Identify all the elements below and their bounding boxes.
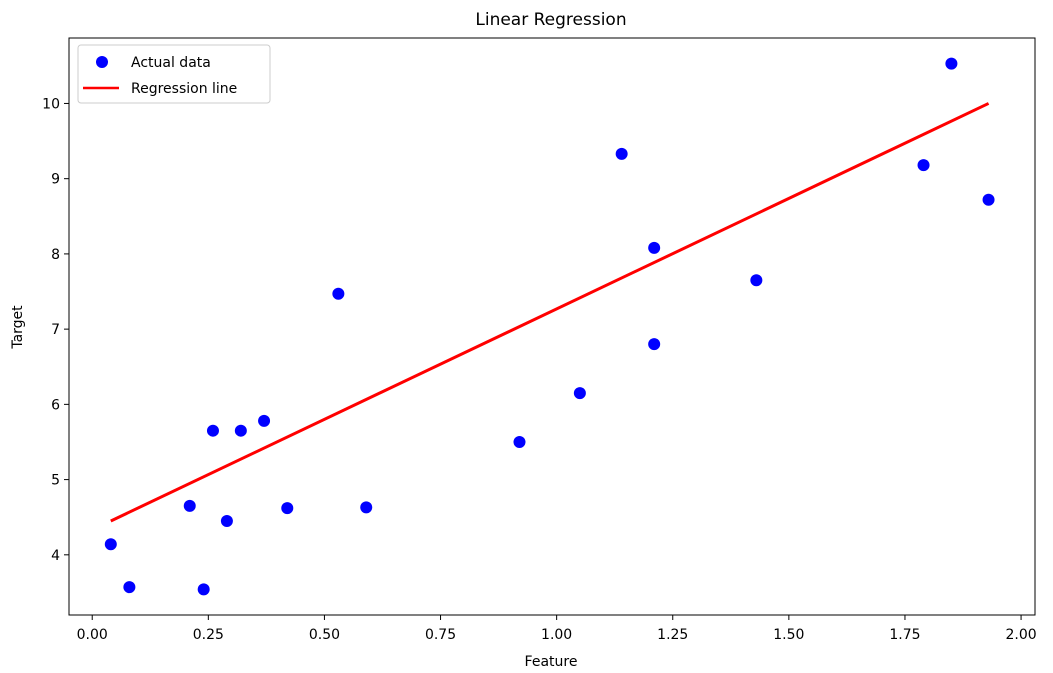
x-tick-label: 1.00 — [541, 627, 572, 643]
data-point — [648, 241, 661, 254]
x-tick-label: 1.50 — [773, 627, 804, 643]
data-point — [615, 147, 628, 160]
x-tick-label: 0.00 — [77, 627, 108, 643]
data-point — [750, 274, 763, 287]
data-point — [945, 57, 958, 70]
y-tick-label: 10 — [42, 96, 60, 112]
y-tick-label: 7 — [51, 322, 60, 338]
data-point — [513, 435, 526, 448]
x-tick-label: 0.75 — [425, 627, 456, 643]
data-point — [258, 414, 271, 427]
plot-content — [104, 57, 995, 596]
data-point — [917, 159, 930, 172]
legend-box — [77, 44, 271, 104]
data-point — [281, 502, 294, 515]
x-tick-label: 0.25 — [193, 627, 224, 643]
legend-marker-actual-data — [96, 56, 108, 68]
data-point — [220, 514, 233, 527]
regression-line — [110, 102, 990, 523]
y-axis-label: Target — [10, 305, 26, 350]
data-point — [573, 387, 586, 400]
legend: Actual data Regression line — [77, 44, 271, 104]
x-axis-label: Feature — [525, 654, 578, 670]
data-point — [123, 581, 136, 594]
data-point — [648, 338, 661, 351]
plot-area-frame — [68, 37, 1036, 616]
y-tick-label: 5 — [51, 473, 60, 489]
data-point — [234, 424, 247, 437]
y-tick-label: 9 — [51, 172, 60, 188]
data-point — [206, 424, 219, 437]
data-point — [183, 499, 196, 512]
data-point — [982, 193, 995, 206]
y-axis: 4 5 6 7 8 9 10 — [42, 96, 69, 564]
data-point — [332, 287, 345, 300]
legend-label-actual-data: Actual data — [131, 55, 211, 71]
x-tick-label: 0.50 — [309, 627, 340, 643]
x-tick-label: 1.25 — [657, 627, 688, 643]
y-tick-label: 8 — [51, 247, 60, 263]
chart-title: Linear Regression — [475, 10, 626, 30]
x-tick-label: 1.75 — [889, 627, 920, 643]
y-tick-label: 6 — [51, 397, 60, 413]
x-tick-label: 2.00 — [1005, 627, 1036, 643]
data-point — [104, 538, 117, 551]
x-axis: 0.00 0.25 0.50 0.75 1.00 1.25 1.50 1.75 2.00 — [77, 615, 1037, 643]
data-point — [360, 501, 373, 514]
data-point — [197, 583, 210, 596]
y-tick-label: 4 — [51, 548, 60, 564]
legend-label-regression-line: Regression line — [131, 81, 237, 97]
